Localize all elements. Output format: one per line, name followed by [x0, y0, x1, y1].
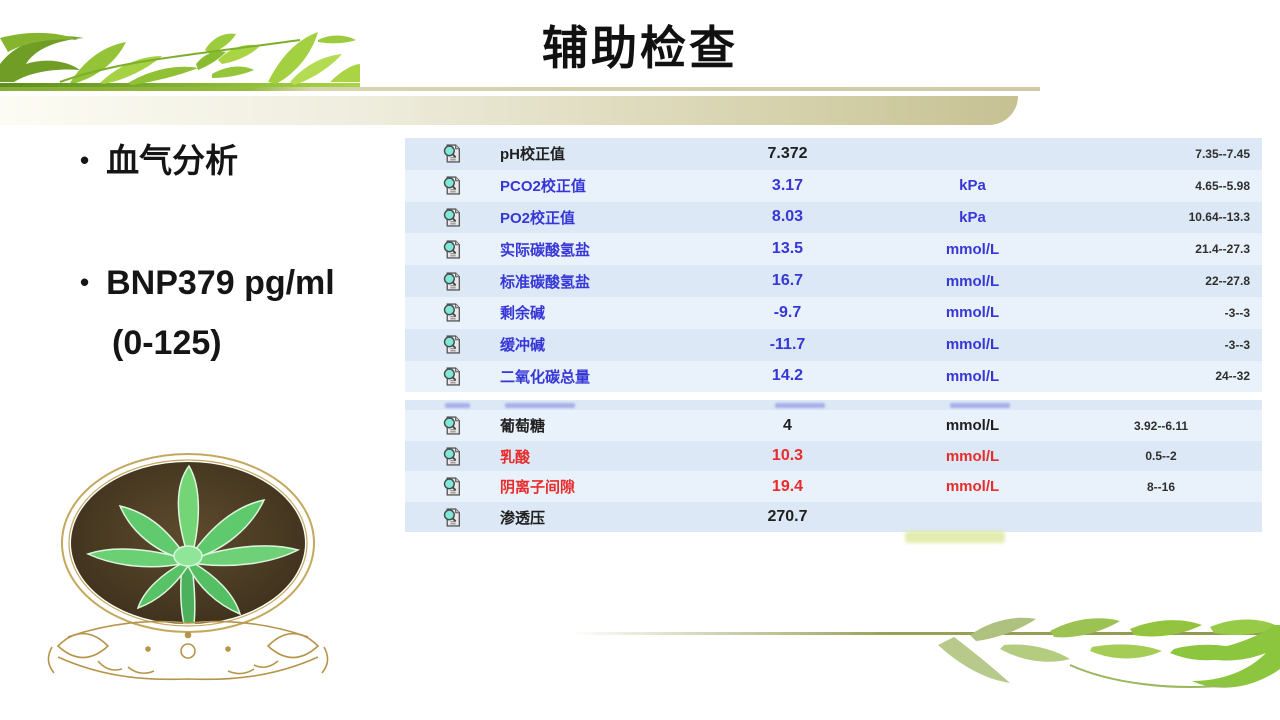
test-value: 8.03: [771, 208, 804, 226]
highlight-smudge: [905, 531, 1005, 543]
test-value: 16.7: [771, 272, 804, 290]
bottom-right-floral-ornament: [938, 617, 1280, 688]
test-name: 葡萄糖: [500, 418, 546, 436]
document-magnifier-icon: [405, 175, 500, 196]
clipped-table-row: [405, 400, 1262, 411]
bullet-blood-gas-label: 血气分析: [106, 142, 239, 179]
test-reference-range: 0.5--2: [1145, 449, 1177, 464]
test-reference-range: 22--27.8: [1205, 274, 1250, 289]
test-name: 缓冲碱: [500, 337, 546, 355]
test-name: 渗透压: [500, 509, 546, 527]
test-value: 4: [783, 416, 792, 434]
bullet-marker: •: [80, 267, 90, 297]
test-unit: mmol/L: [945, 336, 1000, 354]
lab-table-row: PCO2校正值 3.17 kPa 4.65--5.98: [405, 169, 1262, 202]
test-reference-range: -3--3: [1224, 337, 1250, 352]
document-magnifier-icon: [405, 446, 500, 467]
bullet-bnp: • BNP379 pg/ml: [80, 264, 335, 303]
document-magnifier-icon: [405, 476, 500, 497]
test-unit: mmol/L: [945, 272, 1000, 290]
test-reference-range: 10.64--13.3: [1188, 210, 1250, 225]
test-name: 标准碳酸氢盐: [500, 273, 591, 291]
test-unit: mmol/L: [945, 367, 1000, 385]
test-value: 7.372: [767, 144, 808, 162]
test-reference-range: 4.65--5.98: [1195, 178, 1250, 193]
blood-gas-table-block: pH校正值 7.372 7.35--7.45 PCO2校正值 3.17 kPa …: [405, 138, 1262, 393]
test-value: 3.17: [771, 176, 804, 194]
test-name: 实际碳酸氢盐: [500, 241, 591, 259]
test-unit: kPa: [959, 177, 986, 195]
footer-divider-line: [570, 632, 1280, 635]
test-value: -9.7: [773, 303, 802, 321]
test-reference-range: -3--3: [1224, 305, 1250, 320]
lab-table-row: 实际碳酸氢盐 13.5 mmol/L 21.4--27.3: [405, 233, 1262, 266]
test-unit: mmol/L: [945, 417, 1000, 435]
test-name: 剩余碱: [500, 305, 546, 323]
test-unit: mmol/L: [945, 240, 1000, 258]
test-value: 10.3: [771, 447, 804, 465]
test-value: 14.2: [771, 367, 804, 385]
lab-table-row: 缓冲碱 -11.7 mmol/L -3--3: [405, 328, 1262, 361]
test-name: pH校正值: [500, 146, 565, 164]
document-magnifier-icon: [405, 271, 500, 292]
top-left-floral-ornament: [0, 32, 360, 88]
test-reference-range: 21.4--27.3: [1195, 242, 1250, 257]
test-name: 乳酸: [500, 448, 531, 466]
plant-medallion: [47, 453, 329, 681]
test-unit: mmol/L: [945, 304, 1000, 322]
lab-report-screenshot: pH校正值 7.372 7.35--7.45 PCO2校正值 3.17 kPa …: [405, 138, 1262, 533]
test-unit: mmol/L: [945, 478, 1000, 496]
lab-table-row: 葡萄糖 4 mmol/L 3.92--6.11: [405, 410, 1262, 441]
lab-table-row: 剩余碱 -9.7 mmol/L -3--3: [405, 296, 1262, 329]
test-value: 270.7: [767, 508, 808, 526]
test-name: PO2校正值: [500, 209, 576, 227]
test-reference-range: 7.35--7.45: [1195, 146, 1250, 161]
lab-table-row: 二氧化碳总量 14.2 mmol/L 24--32: [405, 360, 1262, 393]
test-unit: mmol/L: [945, 447, 1000, 465]
test-value: 13.5: [771, 240, 804, 258]
plant-leaves: [85, 464, 301, 625]
test-name: PCO2校正值: [500, 178, 586, 196]
document-magnifier-icon: [405, 239, 500, 260]
document-magnifier-icon: [405, 143, 500, 164]
test-reference-range: 3.92--6.11: [1133, 418, 1189, 433]
lab-table-row: PO2校正值 8.03 kPa 10.64--13.3: [405, 201, 1262, 234]
test-name: 二氧化碳总量: [500, 368, 591, 386]
header-divider-line: [0, 87, 1040, 91]
test-value: -11.7: [769, 335, 806, 353]
bnp-reference-range: (0-125): [112, 324, 222, 362]
document-magnifier-icon: [405, 507, 500, 528]
metabolite-table-block: 葡萄糖 4 mmol/L 3.92--6.11 乳酸 10.3 mmol/L 0…: [405, 400, 1262, 533]
test-name: 阴离子间隙: [500, 479, 576, 497]
document-magnifier-icon: [405, 207, 500, 228]
test-unit: kPa: [959, 208, 986, 226]
document-magnifier-icon: [405, 302, 500, 323]
lab-table-row: 阴离子间隙 19.4 mmol/L 8--16: [405, 471, 1262, 502]
lab-table-row: 乳酸 10.3 mmol/L 0.5--2: [405, 440, 1262, 472]
gold-filigree: [47, 620, 329, 681]
header-beige-band: [0, 96, 1018, 125]
bullet-bnp-label: BNP379 pg/ml: [106, 264, 335, 302]
lab-table-row: 标准碳酸氢盐 16.7 mmol/L 22--27.8: [405, 265, 1262, 297]
lab-table-row: 渗透压 270.7: [405, 501, 1262, 533]
test-reference-range: 8--16: [1146, 479, 1175, 494]
document-magnifier-icon: [405, 415, 500, 436]
test-reference-range: 24--32: [1215, 369, 1250, 384]
bullet-marker: •: [80, 145, 90, 175]
test-value: 19.4: [771, 477, 804, 495]
page-title: 辅助检查: [542, 22, 738, 74]
lab-table-row: pH校正值 7.372 7.35--7.45: [405, 138, 1262, 170]
bullet-blood-gas: • 血气分析: [80, 134, 238, 182]
table-gap: [405, 392, 1262, 401]
document-magnifier-icon: [405, 334, 500, 355]
document-magnifier-icon: [405, 366, 500, 387]
